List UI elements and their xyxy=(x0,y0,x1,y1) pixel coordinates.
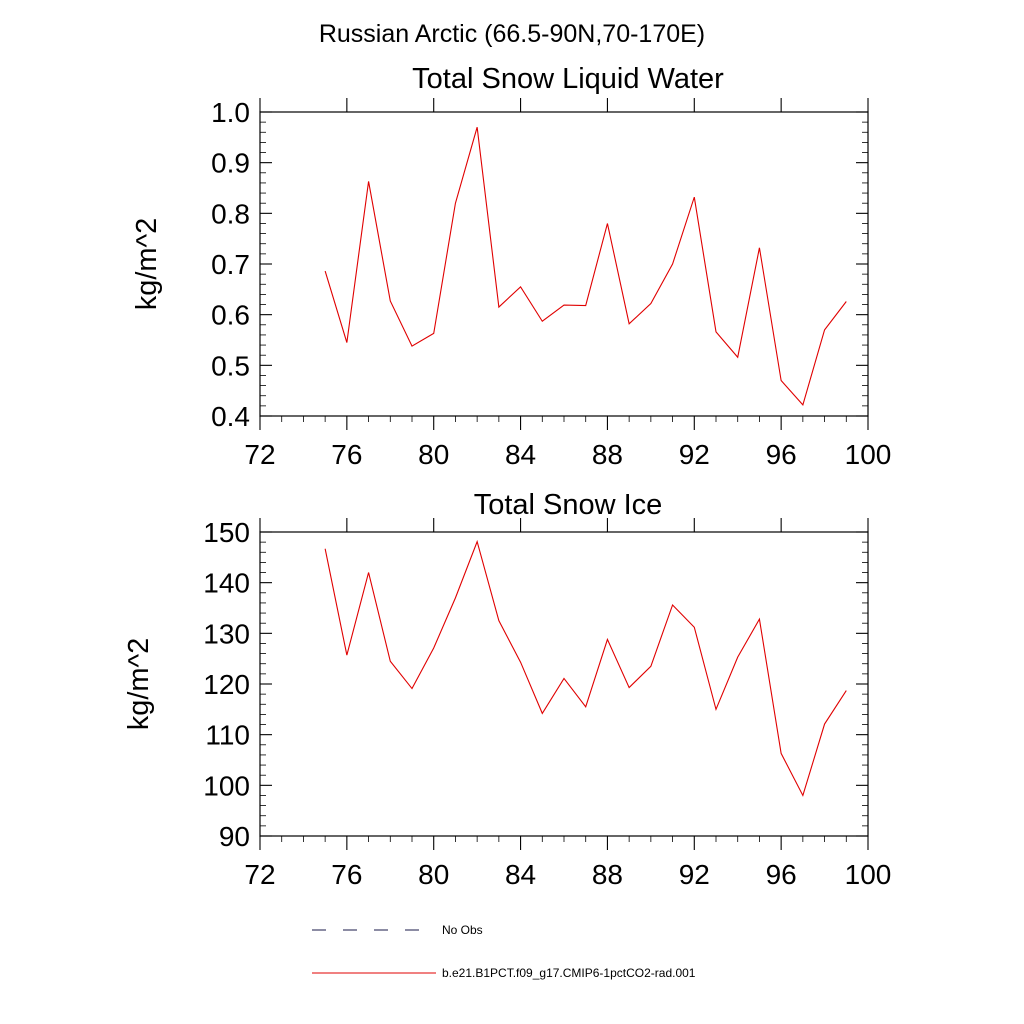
legend-item: No Obs xyxy=(312,923,483,937)
y-tick-label: 150 xyxy=(203,517,250,548)
y-tick-label: 130 xyxy=(203,618,250,649)
chart-panels: Total Snow Liquid Water 72 76 80 84 88 92 96 100… xyxy=(123,63,891,890)
x-tick-label: 92 xyxy=(679,439,710,470)
panel-title: Total Snow Ice xyxy=(474,489,663,521)
x-tick-label: 84 xyxy=(505,439,536,470)
y-axis-label: kg/m^2 xyxy=(131,218,163,311)
x-tick-label: 100 xyxy=(845,859,892,890)
x-tick-label: 72 xyxy=(244,859,275,890)
plot-frame xyxy=(259,531,869,837)
x-tick-label: 96 xyxy=(766,439,797,470)
y-tick-label: 140 xyxy=(203,568,250,599)
x-tick-label: 72 xyxy=(244,439,275,470)
panel-title: Total Snow Liquid Water xyxy=(412,63,724,95)
series-line xyxy=(324,539,847,797)
figure-title: Russian Arctic (66.5-90N,70-170E) xyxy=(319,20,705,48)
legend-label: b.e21.B1PCT.f09_g17.CMIP6-1pctCO2-rad.00… xyxy=(442,966,696,980)
y-tick-label: 0.5 xyxy=(211,350,250,381)
x-tick-label: 84 xyxy=(505,859,536,890)
x-tick-label: 80 xyxy=(418,439,449,470)
y-axis-label: kg/m^2 xyxy=(123,638,155,731)
legend-label: No Obs xyxy=(442,923,483,937)
y-tick-label: 0.9 xyxy=(211,148,250,179)
plot-frame xyxy=(259,111,869,417)
chart-panel-2: Total Snow Ice 72 76 80 84 88 92 96 100 90 100 110 1… xyxy=(123,489,891,890)
x-tick-label: 88 xyxy=(592,439,623,470)
legend: No Obs b.e21.B1PCT.f09_g17.CMIP6-1pctCO2-… xyxy=(312,923,696,980)
legend-item: b.e21.B1PCT.f09_g17.CMIP6-1pctCO2-rad.00… xyxy=(312,966,696,980)
y-tick-label: 90 xyxy=(219,821,250,852)
y-tick-label: 100 xyxy=(203,770,250,801)
series-line xyxy=(324,127,847,406)
x-tick-label: 92 xyxy=(679,859,710,890)
y-tick-label: 1.0 xyxy=(211,97,250,128)
x-tick-label: 76 xyxy=(331,859,362,890)
x-tick-label: 96 xyxy=(766,859,797,890)
x-tick-label: 76 xyxy=(331,439,362,470)
chart-panel-1: Total Snow Liquid Water 72 76 80 84 88 92 96 100… xyxy=(131,63,891,470)
x-tick-label: 100 xyxy=(845,439,892,470)
y-tick-label: 0.7 xyxy=(211,249,250,280)
y-tick-label: 0.4 xyxy=(211,401,250,432)
x-tick-label: 88 xyxy=(592,859,623,890)
y-tick-label: 120 xyxy=(203,669,250,700)
y-tick-label: 0.8 xyxy=(211,198,250,229)
x-tick-label: 80 xyxy=(418,859,449,890)
y-tick-label: 0.6 xyxy=(211,300,250,331)
y-tick-label: 110 xyxy=(205,720,250,751)
